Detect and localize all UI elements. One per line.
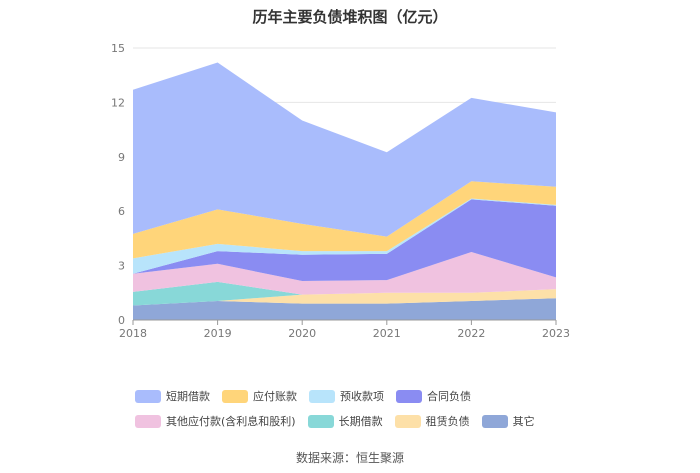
x-tick-label: 2023 [542, 327, 570, 340]
data-source-note: 数据来源：恒生聚源 [295, 451, 404, 465]
legend-label: 合同负债 [427, 390, 471, 403]
legend-item[interactable]: 其他应付款(含利息和股利) [135, 413, 296, 429]
legend-label: 其它 [512, 415, 535, 428]
area-series-3[interactable] [133, 252, 556, 295]
x-tick-label: 2018 [119, 327, 147, 340]
legend-label: 预收款项 [340, 390, 384, 403]
y-tick-label: 15 [111, 42, 125, 55]
legend-swatch [135, 389, 161, 403]
area-series-1[interactable] [133, 289, 556, 306]
legend-item[interactable]: 其它 [481, 413, 535, 429]
y-tick-label: 9 [118, 151, 125, 164]
axes: 0 3 6 9 12 15 2018 2019 2020 2021 2022 2023 [111, 42, 570, 340]
legend-item[interactable]: 合同负债 [396, 388, 471, 404]
legend-item[interactable]: 短期借款 [135, 388, 210, 404]
x-tick-label: 2020 [288, 327, 316, 340]
y-tick-label: 3 [118, 260, 125, 273]
legend-swatch [135, 414, 161, 428]
legend-label: 长期借款 [338, 415, 383, 428]
area-series-2[interactable] [133, 281, 556, 306]
legend-label: 租赁负债 [425, 415, 470, 428]
legend-swatch [222, 389, 248, 403]
x-tick-label: 2022 [457, 327, 485, 340]
legend-label: 短期借款 [166, 390, 210, 403]
area-series [133, 62, 556, 320]
legend-item[interactable]: 长期借款 [307, 413, 383, 429]
y-tick-label: 12 [111, 96, 125, 109]
legend-swatch [396, 389, 422, 403]
chart-title: 历年主要负债堆积图（亿元） [252, 8, 448, 26]
legend: 短期借款 应付账款 预收款项 合同负债其他应付款(含利息和股利) 长期借款 租赁负债 其它 [135, 388, 605, 429]
legend-label: 应付账款 [253, 390, 297, 403]
area-series-0[interactable] [133, 298, 556, 320]
legend-item[interactable]: 应付账款 [222, 388, 297, 404]
x-tick-label: 2019 [204, 327, 232, 340]
y-tick-label: 6 [118, 205, 125, 218]
legend-item[interactable]: 预收款项 [309, 388, 384, 404]
legend-swatch [309, 389, 335, 403]
legend-swatch [394, 414, 421, 428]
area-series-4[interactable] [133, 199, 556, 282]
legend-label: 其他应付款(含利息和股利) [166, 415, 296, 428]
x-tick-label: 2021 [373, 327, 401, 340]
area-series-7[interactable] [133, 62, 556, 237]
stacked-area-chart: 0 3 6 9 12 15 2018 2019 2020 2021 2022 2023 [111, 42, 570, 340]
legend-swatch [307, 414, 334, 428]
legend-item[interactable]: 租赁负债 [394, 413, 470, 429]
y-tick-label: 0 [118, 314, 125, 327]
area-series-6[interactable] [133, 181, 556, 259]
legend-swatch [481, 414, 508, 428]
